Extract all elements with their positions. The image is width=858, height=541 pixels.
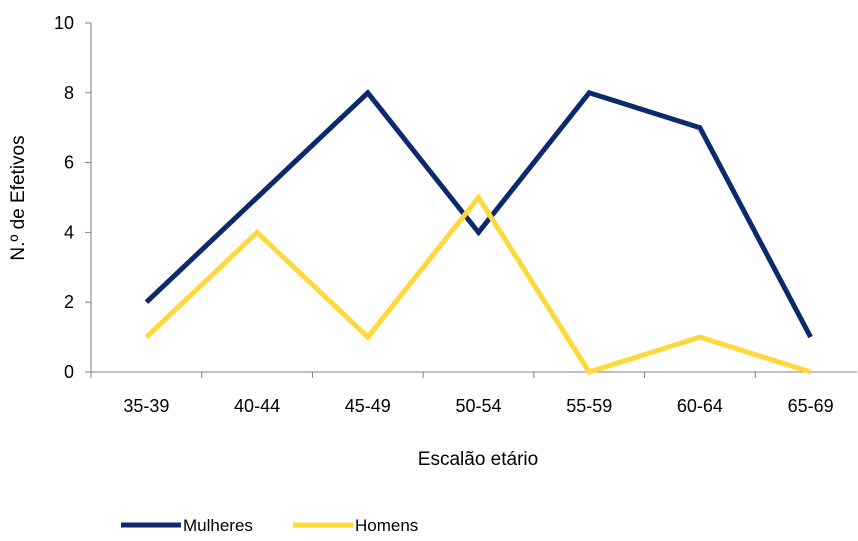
x-tick-label: 40-44 [234, 396, 280, 416]
y-tick-label: 6 [64, 153, 74, 173]
y-tick-label: 4 [64, 222, 74, 242]
legend-label-homens: Homens [355, 516, 418, 535]
series-line-mulheres [146, 93, 810, 337]
x-tick-label: 65-69 [788, 396, 834, 416]
x-tick-label: 60-64 [677, 396, 723, 416]
x-axis-title: Escalão etário [418, 449, 538, 470]
y-tick-label: 10 [54, 13, 74, 33]
y-tick-label: 8 [64, 83, 74, 103]
y-axis-title: N.º de Efetivos [8, 135, 29, 260]
legend: Mulheres Homens [121, 516, 418, 535]
x-tick-label: 45-49 [345, 396, 391, 416]
x-tick-label: 35-39 [123, 396, 169, 416]
y-tick-label: 0 [64, 362, 74, 382]
y-tick-label: 2 [64, 292, 74, 312]
x-tick-label: 55-59 [566, 396, 612, 416]
series-layer [146, 93, 810, 372]
labels-layer: 0 2 4 6 8 10 35-39 40-44 45-49 50-54 55-59 60-64 65-… [54, 13, 834, 416]
series-line-homens [146, 198, 810, 373]
x-tick-label: 50-54 [455, 396, 501, 416]
legend-label-mulheres: Mulheres [183, 516, 253, 535]
